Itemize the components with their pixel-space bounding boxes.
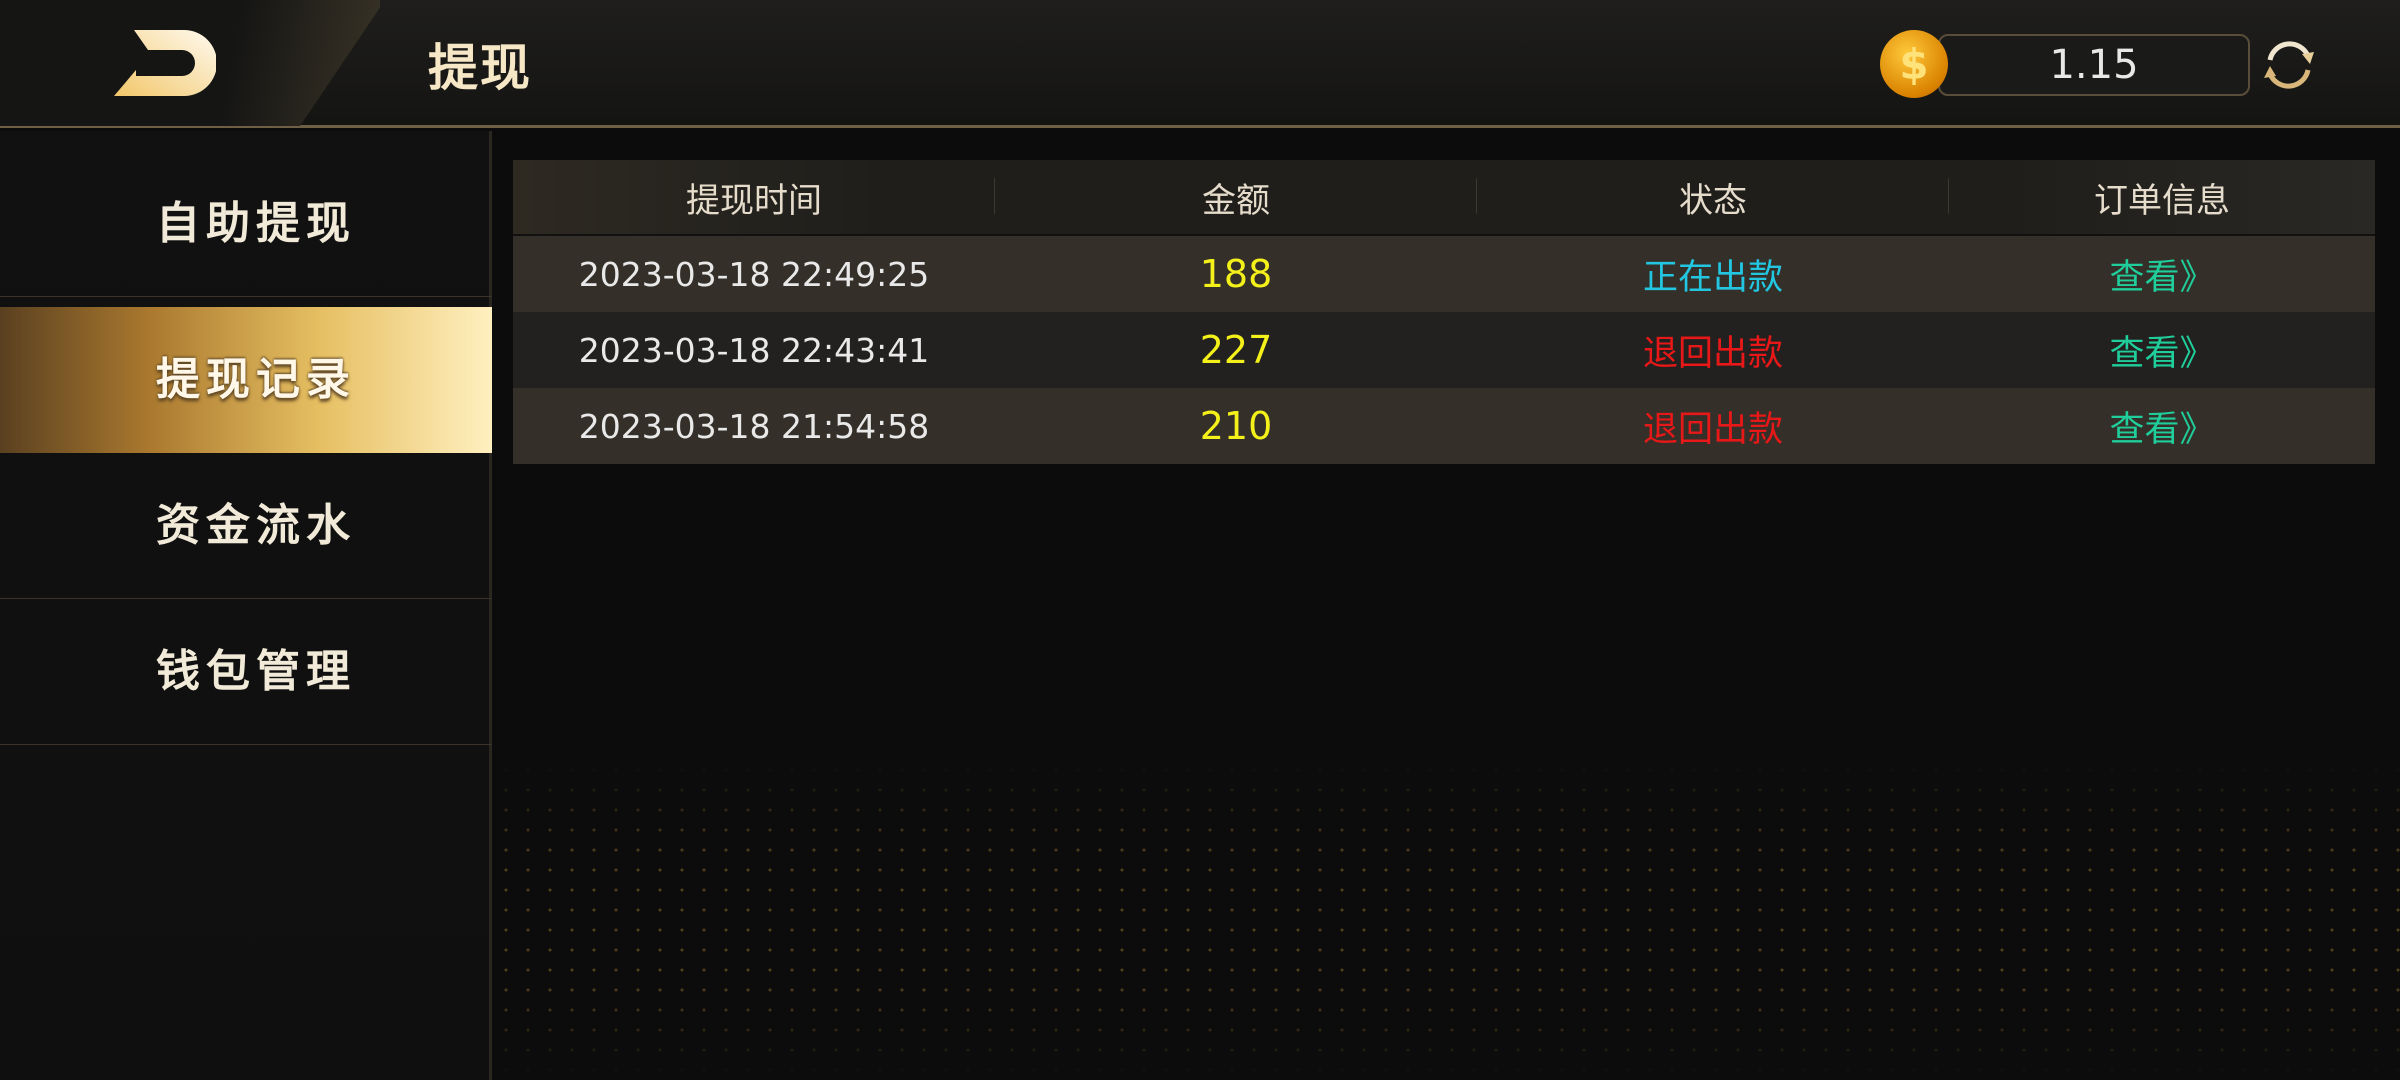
sidebar-item-fund-flow[interactable]: 资金流水 <box>0 453 492 599</box>
view-order-link[interactable]: 查看》 <box>2109 257 2215 298</box>
column-header-time: 提现时间 <box>513 160 995 234</box>
background-dots <box>495 760 2400 1080</box>
withdraw-status: 退回出款 <box>1642 409 1783 450</box>
column-header-status: 状态 <box>1477 160 1949 234</box>
view-order-link[interactable]: 查看》 <box>2109 409 2215 450</box>
header: 提现 $ 1.15 <box>0 0 2400 128</box>
refresh-icon[interactable] <box>2256 32 2322 98</box>
column-header-amount: 金额 <box>995 160 1477 234</box>
coin-dollar-icon: $ <box>1880 30 1948 98</box>
balance-display: 1.15 <box>1938 34 2250 96</box>
withdraw-amount: 210 <box>1199 404 1273 448</box>
back-area[interactable] <box>0 0 380 126</box>
view-order-link[interactable]: 查看》 <box>2109 333 2215 374</box>
withdraw-time: 2023-03-18 22:43:41 <box>578 330 930 370</box>
withdraw-time: 2023-03-18 21:54:58 <box>578 406 930 446</box>
sidebar-item-self-withdraw[interactable]: 自助提现 <box>0 151 492 297</box>
table-row: 2023-03-18 22:43:41 227 退回出款 查看》 <box>513 312 2375 388</box>
back-logo-icon[interactable] <box>114 30 216 96</box>
withdraw-records-table: 提现时间 金额 状态 订单信息 2023-03-18 22:49:25 188 … <box>513 160 2375 464</box>
withdraw-amount: 227 <box>1199 328 1273 372</box>
withdraw-status: 退回出款 <box>1642 333 1783 374</box>
sidebar-item-withdraw-records[interactable]: 提现记录 <box>0 307 492 453</box>
withdraw-amount: 188 <box>1199 252 1273 296</box>
sidebar-item-wallet-manage[interactable]: 钱包管理 <box>0 599 492 745</box>
table-row: 2023-03-18 22:49:25 188 正在出款 查看》 <box>513 236 2375 312</box>
table-row: 2023-03-18 21:54:58 210 退回出款 查看》 <box>513 388 2375 464</box>
page-title: 提现 <box>428 39 532 97</box>
column-header-order-info: 订单信息 <box>2094 180 2230 221</box>
table-header: 提现时间 金额 状态 订单信息 <box>513 160 2375 236</box>
sidebar: 自助提现 提现记录 资金流水 钱包管理 <box>0 131 492 1080</box>
withdraw-time: 2023-03-18 22:49:25 <box>578 254 930 294</box>
withdraw-status: 正在出款 <box>1642 257 1783 298</box>
